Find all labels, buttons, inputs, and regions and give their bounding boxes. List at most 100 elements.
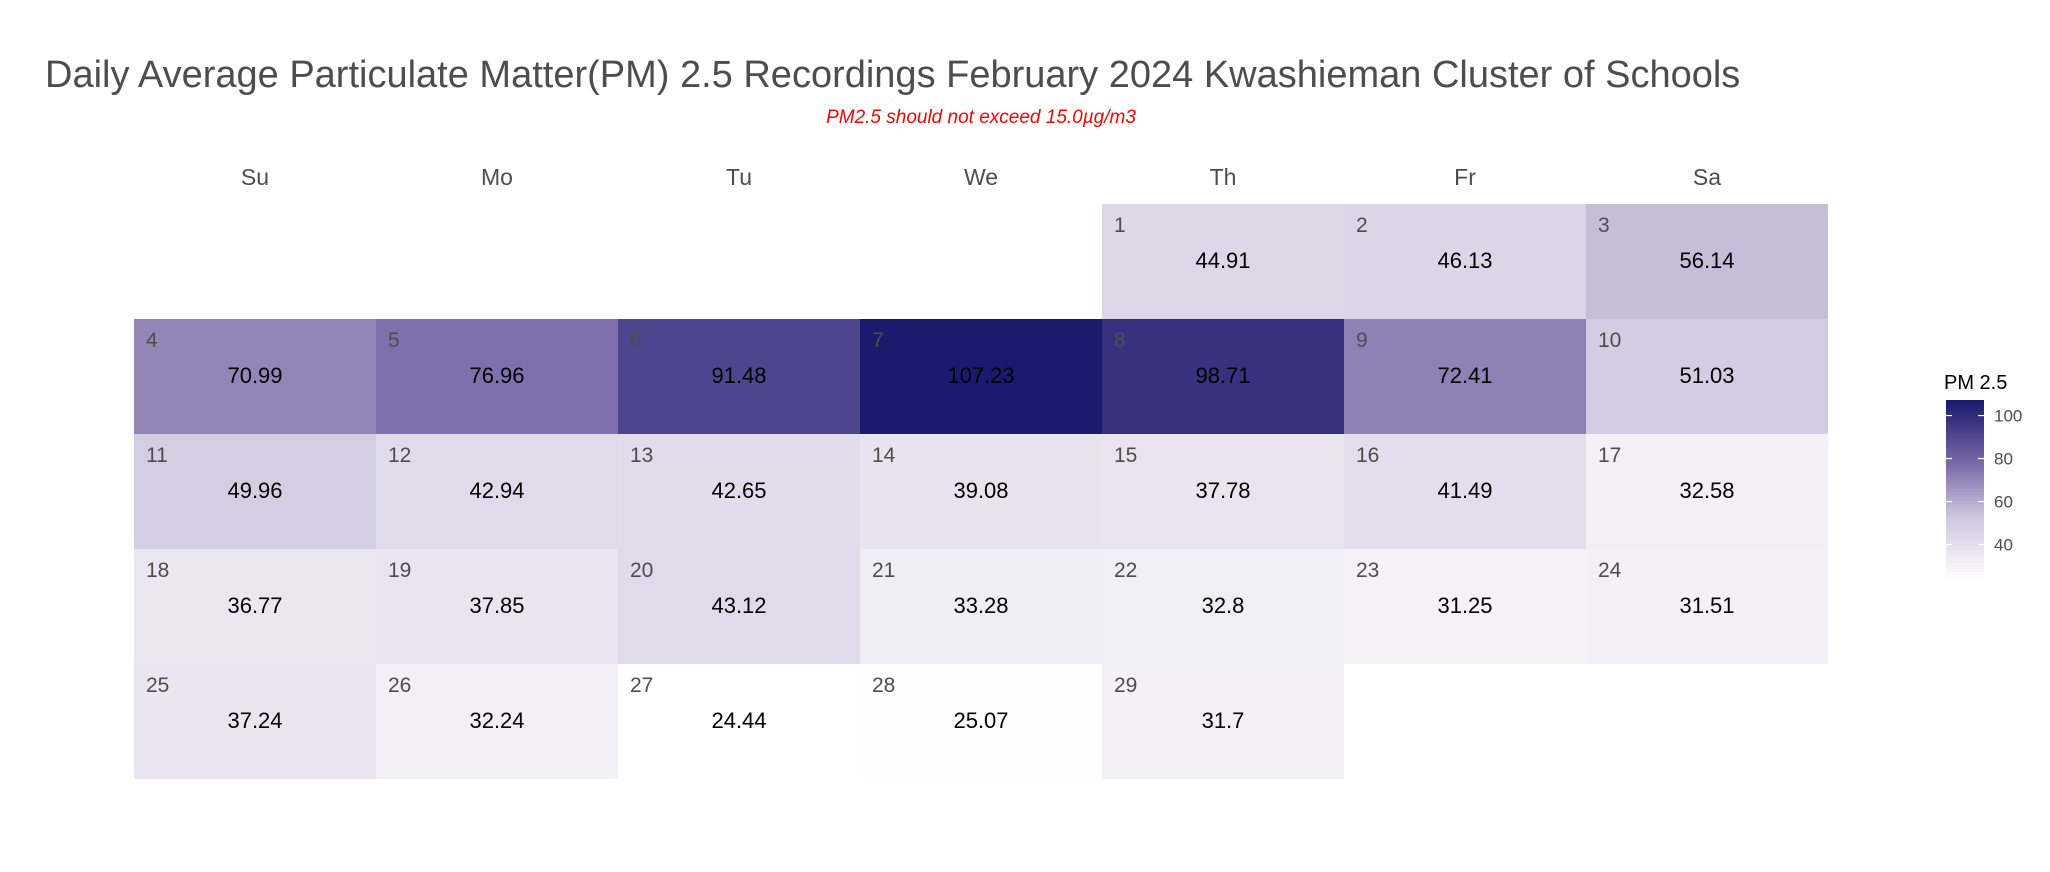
day-number: 13: [630, 444, 653, 467]
legend-gradient-segment: [1946, 557, 1984, 561]
heat-cell: [1102, 204, 1344, 319]
value-label: 32.24: [469, 708, 524, 733]
value-label: 72.41: [1437, 363, 1492, 388]
color-legend: PM 2.5 40 60 80 100: [1944, 372, 2022, 579]
legend-gradient-segment: [1946, 465, 1984, 469]
legend-gradient-segment: [1946, 551, 1984, 555]
day-number: 17: [1598, 444, 1621, 467]
calendar-cell: 22 32.8: [1102, 549, 1344, 664]
legend-tick-label: 60: [1994, 493, 2013, 512]
day-number: 5: [388, 329, 400, 352]
calendar-cell: 21 33.28: [860, 549, 1102, 664]
value-label: 76.96: [469, 363, 524, 388]
legend-gradient-segment: [1946, 432, 1984, 437]
legend-gradient-segment: [1946, 414, 1984, 419]
legend-gradient-segment: [1946, 483, 1984, 487]
legend-gradient-segment: [1946, 524, 1984, 529]
heat-cell: [1344, 204, 1586, 319]
legend-gradient-segment: [1946, 548, 1984, 552]
heat-cell: [376, 549, 618, 664]
legend-gradient-segment: [1946, 468, 1984, 472]
legend-gradient-segment: [1946, 530, 1984, 535]
legend-gradient-segment: [1946, 486, 1984, 490]
day-number: 23: [1356, 559, 1379, 582]
heat-cell: [376, 664, 618, 779]
legend-gradient-segment: [1946, 527, 1984, 532]
heat-cell: [1586, 319, 1828, 434]
heat-cell: [1344, 549, 1586, 664]
value-label: 43.12: [711, 593, 766, 618]
legend-gradient-segment: [1946, 474, 1984, 478]
legend-gradient-segment: [1946, 471, 1984, 475]
legend-gradient-segment: [1946, 456, 1984, 460]
legend-gradient-segment: [1946, 503, 1984, 508]
calendar-grid: 144.91246.13356.14470.99576.96691.487107…: [134, 204, 1828, 779]
value-label: 37.78: [1195, 478, 1250, 503]
value-label: 56.14: [1679, 248, 1734, 273]
heat-cell: [376, 319, 618, 434]
value-label: 31.51: [1679, 593, 1734, 618]
calendar-cell: 20 43.12: [618, 549, 860, 664]
weekday-header-row: Su Mo Tu We Th Fr Sa: [241, 164, 1721, 190]
value-label: 25.07: [953, 708, 1008, 733]
day-number: 8: [1114, 329, 1126, 352]
legend-gradient-segment: [1946, 426, 1984, 431]
day-number: 22: [1114, 559, 1137, 582]
value-label: 98.71: [1195, 363, 1250, 388]
legend-gradient-segment: [1946, 400, 1984, 404]
calendar-cell: 972.41: [1344, 319, 1586, 434]
value-label: 32.58: [1679, 478, 1734, 503]
value-label: 39.08: [953, 478, 1008, 503]
day-number: 2: [1356, 214, 1368, 237]
legend-gradient-segment: [1946, 575, 1984, 579]
legend-gradient-segment: [1946, 462, 1984, 466]
heat-cell: [860, 664, 1102, 779]
day-number: 19: [388, 559, 411, 582]
day-number: 6: [630, 329, 642, 352]
legend-gradient-segment: [1946, 515, 1984, 520]
calendar-cell: 27 24.44: [618, 664, 860, 779]
legend-gradient-segment: [1946, 572, 1984, 576]
value-label: 44.91: [1195, 248, 1250, 273]
heat-cell: [618, 319, 860, 434]
day-number: 26: [388, 674, 411, 697]
weekday-label: Sa: [1693, 164, 1721, 190]
legend-gradient-segment: [1946, 489, 1984, 493]
legend-gradient-segment: [1946, 408, 1984, 413]
weekday-label: Su: [241, 164, 269, 190]
legend-gradient-segment: [1946, 566, 1984, 570]
legend-gradient-segment: [1946, 402, 1984, 407]
value-label: 70.99: [227, 363, 282, 388]
value-label: 91.48: [711, 363, 766, 388]
value-label: 32.8: [1202, 593, 1245, 618]
day-number: 4: [146, 329, 158, 352]
day-number: 27: [630, 674, 653, 697]
legend-gradient-segment: [1946, 512, 1984, 517]
value-label: 49.96: [227, 478, 282, 503]
legend-gradient-segment: [1946, 545, 1984, 549]
legend-gradient-segment: [1946, 506, 1984, 511]
calendar-cell: 691.48: [618, 319, 860, 434]
day-number: 3: [1598, 214, 1610, 237]
heat-cell: [1102, 319, 1344, 434]
day-number: 16: [1356, 444, 1379, 467]
value-label: 37.24: [227, 708, 282, 733]
legend-gradient-segment: [1946, 423, 1984, 428]
day-number: 9: [1356, 329, 1368, 352]
legend-gradient-segment: [1946, 521, 1984, 526]
calendar-cell: 246.13: [1344, 204, 1586, 319]
value-label: 51.03: [1679, 363, 1734, 388]
heat-cell: [1586, 434, 1828, 549]
heat-cell: [134, 664, 376, 779]
calendar-cell: 11 49.96: [134, 434, 376, 549]
value-label: 31.25: [1437, 593, 1492, 618]
calendar-cell: 7 107.23: [860, 319, 1102, 434]
calendar-cell: 10 51.03: [1586, 319, 1828, 434]
legend-gradient-segment: [1946, 536, 1984, 541]
heat-cell: [1344, 434, 1586, 549]
day-number: 10: [1598, 329, 1621, 352]
heat-cell: [1344, 319, 1586, 434]
legend-gradient-segment: [1946, 497, 1984, 502]
day-number: 1: [1114, 214, 1126, 237]
heat-cell: [618, 434, 860, 549]
